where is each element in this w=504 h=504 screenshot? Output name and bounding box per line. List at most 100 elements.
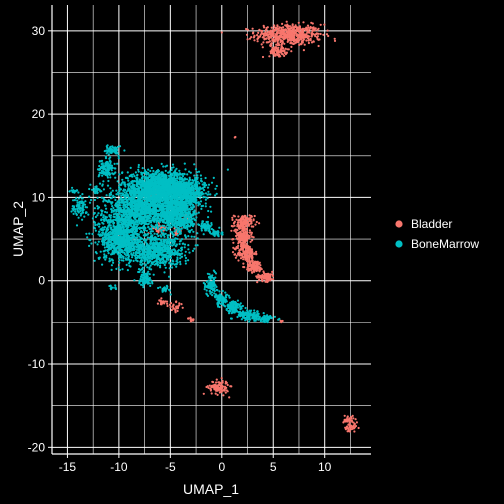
data-point — [152, 209, 155, 212]
data-point — [122, 256, 125, 259]
data-point — [204, 205, 207, 208]
data-point — [150, 202, 153, 205]
data-point — [258, 278, 261, 281]
data-point — [143, 170, 147, 173]
data-point — [258, 222, 261, 225]
data-point — [128, 264, 131, 267]
data-point — [275, 33, 278, 36]
data-point — [284, 28, 287, 31]
data-point — [319, 23, 322, 26]
data-point — [116, 180, 119, 183]
data-point — [297, 21, 300, 24]
data-point — [242, 223, 245, 227]
data-point — [109, 216, 112, 219]
data-point — [306, 34, 309, 37]
data-point — [284, 47, 287, 50]
data-point — [139, 231, 142, 234]
data-point — [151, 230, 154, 233]
data-point — [145, 205, 148, 208]
data-point — [251, 256, 254, 259]
data-point — [126, 269, 129, 272]
data-point — [106, 200, 109, 203]
data-point — [161, 224, 164, 227]
data-point — [319, 32, 322, 36]
data-point — [253, 39, 256, 42]
data-point — [322, 33, 325, 36]
data-point — [257, 275, 260, 278]
data-point — [107, 179, 110, 183]
data-point — [246, 237, 249, 240]
data-point — [157, 194, 160, 197]
data-point — [216, 389, 219, 392]
data-point — [93, 221, 97, 224]
data-point — [119, 188, 122, 191]
data-point — [247, 269, 250, 272]
data-point — [292, 30, 295, 33]
data-point — [259, 264, 262, 267]
data-point — [244, 217, 247, 220]
data-point — [146, 199, 149, 202]
data-point — [92, 212, 96, 215]
data-point — [152, 195, 155, 198]
data-point — [291, 33, 294, 36]
data-point — [240, 242, 243, 245]
data-point — [138, 217, 141, 220]
data-point — [142, 191, 145, 194]
data-point — [293, 25, 296, 29]
data-point — [238, 235, 241, 238]
data-point — [275, 31, 279, 34]
data-point — [309, 39, 312, 42]
data-point — [303, 34, 306, 37]
data-point — [312, 27, 315, 30]
data-point — [259, 268, 262, 271]
data-point — [249, 267, 252, 270]
data-point — [271, 31, 274, 34]
data-point — [86, 236, 89, 239]
data-point — [169, 180, 172, 184]
data-point — [110, 268, 113, 271]
data-point — [94, 223, 97, 227]
data-point — [103, 246, 106, 249]
data-point — [251, 271, 254, 274]
data-point — [261, 280, 264, 283]
data-point — [139, 209, 142, 212]
data-point — [91, 232, 94, 236]
data-point — [244, 250, 247, 253]
data-point — [188, 170, 191, 173]
data-point — [144, 185, 147, 189]
data-point — [108, 193, 112, 196]
data-point — [148, 211, 151, 214]
data-point — [97, 256, 100, 260]
data-point — [266, 26, 269, 29]
data-point — [146, 217, 149, 221]
data-point — [231, 216, 234, 219]
data-point — [269, 44, 272, 48]
data-point — [215, 387, 218, 390]
data-point — [237, 219, 241, 222]
data-point — [246, 268, 249, 271]
data-point — [248, 231, 251, 234]
data-point — [187, 235, 190, 238]
data-point — [157, 234, 160, 238]
data-point — [150, 227, 153, 230]
data-point — [132, 251, 135, 255]
data-point — [290, 45, 293, 49]
data-point — [145, 183, 148, 186]
data-point — [333, 39, 337, 43]
data-point — [238, 254, 241, 257]
data-point — [316, 37, 319, 41]
data-point — [88, 232, 91, 235]
data-point — [261, 276, 264, 279]
data-point — [149, 232, 152, 235]
data-point — [190, 319, 193, 322]
data-point — [129, 234, 132, 237]
data-point — [123, 183, 126, 186]
data-point — [271, 270, 274, 273]
data-point — [226, 383, 229, 387]
data-point — [151, 190, 154, 193]
data-point — [186, 173, 189, 176]
data-point — [154, 181, 157, 185]
data-point — [174, 311, 177, 314]
data-point — [248, 214, 251, 217]
data-point — [154, 204, 157, 207]
